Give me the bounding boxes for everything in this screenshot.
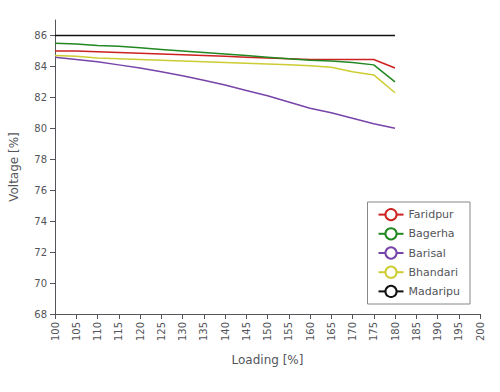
svg-text:105: 105 (71, 322, 82, 341)
svg-text:165: 165 (326, 322, 337, 341)
svg-text:100: 100 (50, 322, 61, 341)
svg-text:185: 185 (411, 322, 422, 341)
svg-text:175: 175 (368, 322, 379, 341)
svg-text:84: 84 (34, 61, 47, 72)
svg-text:120: 120 (135, 322, 146, 341)
svg-text:Bhandari: Bhandari (409, 266, 459, 279)
svg-text:135: 135 (198, 322, 209, 341)
svg-text:110: 110 (92, 322, 103, 341)
svg-text:70: 70 (34, 278, 47, 289)
svg-text:Voltage [%]: Voltage [%] (7, 132, 21, 202)
svg-text:86: 86 (34, 30, 47, 41)
svg-text:78: 78 (34, 154, 47, 165)
svg-text:125: 125 (156, 322, 167, 341)
svg-text:74: 74 (34, 216, 47, 227)
svg-text:180: 180 (390, 322, 401, 341)
svg-text:Loading [%]: Loading [%] (232, 353, 304, 367)
svg-text:130: 130 (177, 322, 188, 341)
svg-text:72: 72 (34, 247, 47, 258)
svg-text:Barisal: Barisal (409, 247, 446, 260)
svg-text:68: 68 (34, 309, 47, 320)
svg-text:190: 190 (432, 322, 443, 341)
svg-text:115: 115 (113, 322, 124, 341)
svg-text:145: 145 (241, 322, 252, 341)
svg-text:200: 200 (475, 322, 486, 341)
svg-text:155: 155 (283, 322, 294, 341)
svg-text:160: 160 (305, 322, 316, 341)
svg-text:82: 82 (34, 92, 47, 103)
svg-text:150: 150 (262, 322, 273, 341)
svg-text:Bagerha: Bagerha (409, 227, 455, 240)
svg-text:80: 80 (34, 123, 47, 134)
svg-text:Madaripu: Madaripu (409, 285, 461, 298)
svg-text:170: 170 (347, 322, 358, 341)
svg-text:76: 76 (34, 185, 47, 196)
svg-text:140: 140 (220, 322, 231, 341)
svg-text:Faridpur: Faridpur (409, 208, 455, 221)
svg-text:195: 195 (453, 322, 464, 341)
